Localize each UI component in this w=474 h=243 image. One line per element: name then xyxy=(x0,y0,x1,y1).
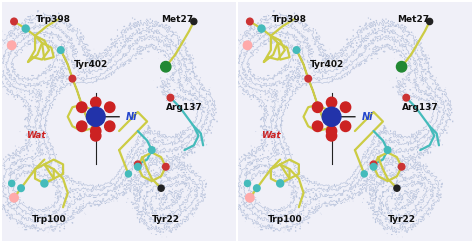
Circle shape xyxy=(167,94,174,101)
Circle shape xyxy=(18,185,24,191)
Circle shape xyxy=(394,185,400,191)
Circle shape xyxy=(246,18,253,25)
Circle shape xyxy=(258,25,265,32)
Text: Tyr22: Tyr22 xyxy=(388,215,416,224)
Circle shape xyxy=(91,130,101,141)
Text: Tyr402: Tyr402 xyxy=(310,60,344,69)
Circle shape xyxy=(396,61,407,72)
Circle shape xyxy=(135,161,141,168)
Text: Tyr402: Tyr402 xyxy=(74,60,108,69)
Circle shape xyxy=(327,126,337,136)
Circle shape xyxy=(254,185,260,191)
Circle shape xyxy=(91,97,101,108)
Circle shape xyxy=(370,163,377,170)
Circle shape xyxy=(361,171,367,177)
Circle shape xyxy=(312,102,323,113)
Circle shape xyxy=(135,163,141,170)
Circle shape xyxy=(105,102,115,113)
Circle shape xyxy=(370,161,377,168)
Circle shape xyxy=(312,121,323,131)
Circle shape xyxy=(245,180,251,187)
Text: Trp100: Trp100 xyxy=(267,215,302,224)
Circle shape xyxy=(163,163,169,170)
Circle shape xyxy=(57,47,64,53)
Circle shape xyxy=(77,121,87,131)
Circle shape xyxy=(293,47,300,53)
Circle shape xyxy=(91,126,101,136)
Circle shape xyxy=(398,163,405,170)
Text: Ni: Ni xyxy=(362,112,374,122)
Circle shape xyxy=(41,180,48,187)
Circle shape xyxy=(340,121,351,131)
Circle shape xyxy=(322,107,341,126)
Circle shape xyxy=(305,75,311,82)
Circle shape xyxy=(11,18,18,25)
Circle shape xyxy=(77,102,87,113)
Text: Tyr22: Tyr22 xyxy=(152,215,180,224)
Circle shape xyxy=(161,61,171,72)
Text: Arg137: Arg137 xyxy=(402,103,438,112)
Circle shape xyxy=(191,18,197,25)
Text: Trp398: Trp398 xyxy=(272,15,307,24)
Circle shape xyxy=(327,130,337,141)
Text: Trp100: Trp100 xyxy=(32,215,66,224)
Circle shape xyxy=(158,185,164,191)
Text: Wat: Wat xyxy=(26,131,46,140)
Circle shape xyxy=(9,180,15,187)
Circle shape xyxy=(69,75,76,82)
Circle shape xyxy=(340,102,351,113)
Circle shape xyxy=(86,107,105,126)
Circle shape xyxy=(148,147,155,153)
Text: Arg137: Arg137 xyxy=(166,103,203,112)
Circle shape xyxy=(10,193,18,202)
Circle shape xyxy=(403,94,410,101)
Text: Met27: Met27 xyxy=(162,15,193,24)
Circle shape xyxy=(8,41,16,50)
Text: Trp398: Trp398 xyxy=(36,15,71,24)
Text: Ni: Ni xyxy=(126,112,137,122)
Text: Met27: Met27 xyxy=(397,15,429,24)
Circle shape xyxy=(277,180,284,187)
Text: Wat: Wat xyxy=(262,131,281,140)
Circle shape xyxy=(384,147,391,153)
Circle shape xyxy=(105,121,115,131)
Circle shape xyxy=(246,193,254,202)
Circle shape xyxy=(427,18,433,25)
Circle shape xyxy=(126,171,131,177)
Circle shape xyxy=(243,41,252,50)
Circle shape xyxy=(22,25,29,32)
Circle shape xyxy=(327,97,337,108)
